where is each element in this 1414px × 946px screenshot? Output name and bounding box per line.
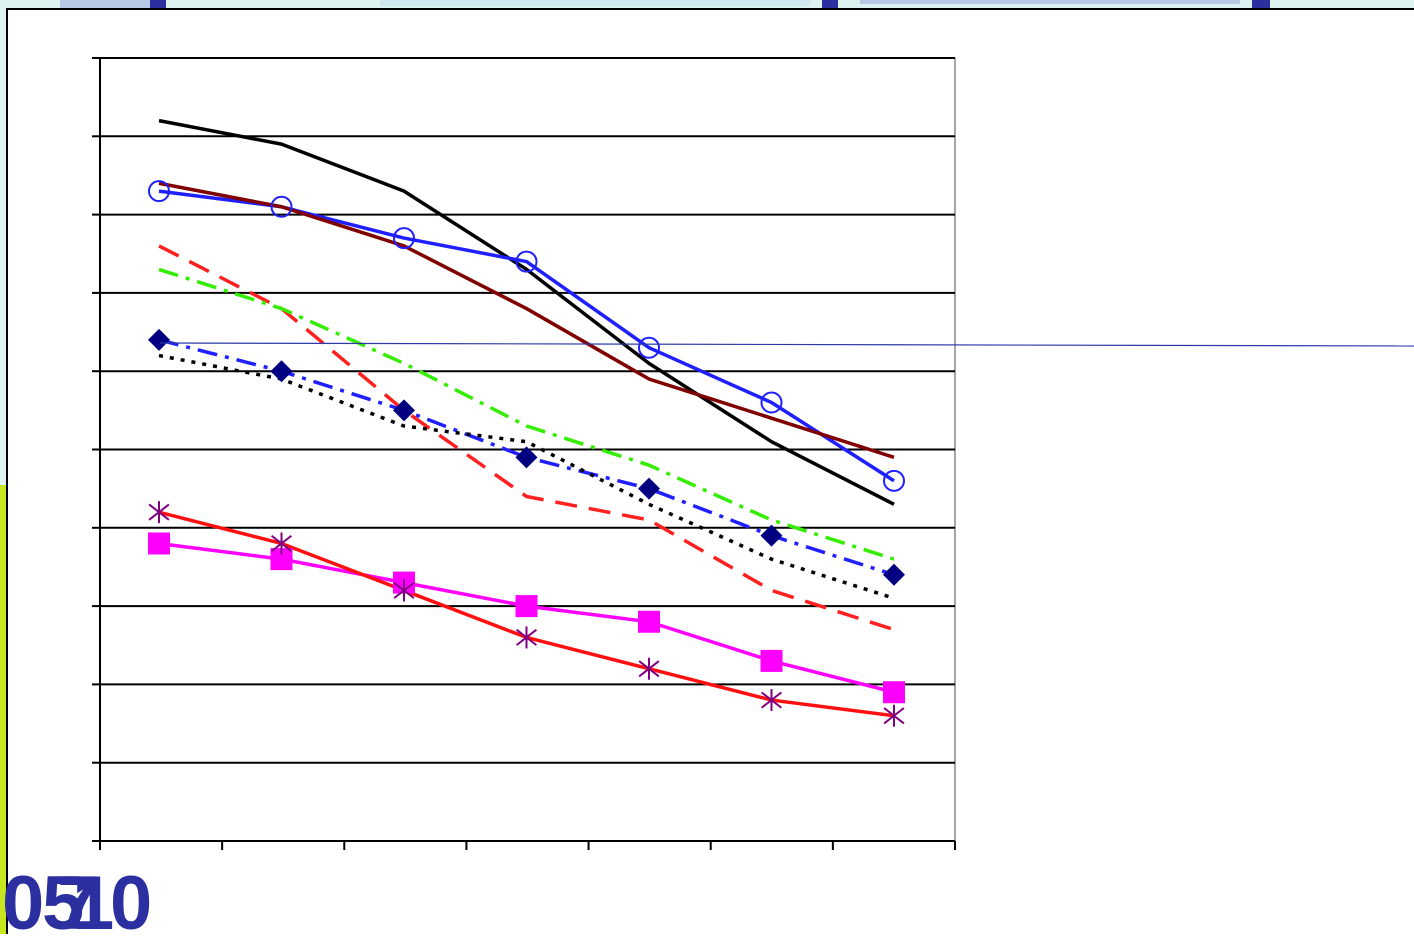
data-point-s8-6 <box>760 649 783 672</box>
data-point-s6-6 <box>760 524 783 547</box>
star-stroke <box>760 691 783 709</box>
accent-stripe <box>0 485 8 934</box>
star-stroke <box>515 628 538 646</box>
data-point-s6-2 <box>270 360 293 383</box>
data-point-s6-7 <box>883 563 905 586</box>
data-point-s8-5 <box>638 610 660 633</box>
data-point-s2-3 <box>393 227 415 250</box>
data-point-s2-1 <box>148 180 170 203</box>
data-point-s2-2 <box>270 195 293 218</box>
data-point-s8-7 <box>883 681 905 704</box>
data-point-s9-5 <box>638 657 660 680</box>
top-decoration <box>60 0 1270 8</box>
star-stroke <box>148 503 170 521</box>
overlapping-tick-label: 5 <box>42 861 85 946</box>
data-point-s9-3 <box>393 579 415 602</box>
data-point-s6-1 <box>148 328 170 351</box>
star-stroke <box>883 707 905 725</box>
data-point-s9-4 <box>515 626 538 649</box>
data-point-s8-4 <box>515 595 538 618</box>
pointer-line <box>159 342 1414 347</box>
series-line-8 <box>158 541 895 694</box>
data-point-s2-4 <box>515 250 538 273</box>
star-stroke <box>638 660 660 678</box>
overlapping-tick-label: 0 <box>2 861 45 946</box>
data-point-s9-1 <box>148 501 170 524</box>
series-line-4 <box>158 244 895 632</box>
data-point-s8-2 <box>270 548 293 571</box>
series-line-2 <box>158 189 895 483</box>
chart-frame <box>6 8 1414 934</box>
star-stroke <box>270 534 293 552</box>
series-line-5 <box>158 267 895 561</box>
data-point-s9-6 <box>760 689 783 712</box>
data-point-s9-7 <box>883 704 905 727</box>
data-point-s6-3 <box>393 399 415 422</box>
data-point-s2-5 <box>638 336 660 359</box>
star-stroke <box>393 581 415 599</box>
overlapping-tick-label: 0 <box>110 861 153 946</box>
data-point-s2-6 <box>760 391 783 414</box>
overlapping-tick-label: 1 <box>72 861 115 946</box>
overlapping-tick-label: 7 <box>57 861 100 946</box>
series-line-1 <box>158 118 895 506</box>
data-point-s2-7 <box>883 469 905 492</box>
data-point-s8-1 <box>148 532 170 555</box>
data-point-s6-5 <box>638 477 660 500</box>
series-line-3 <box>158 181 895 459</box>
data-point-s9-2 <box>270 532 293 555</box>
series-line-7 <box>158 353 895 600</box>
data-point-s6-4 <box>515 446 538 469</box>
